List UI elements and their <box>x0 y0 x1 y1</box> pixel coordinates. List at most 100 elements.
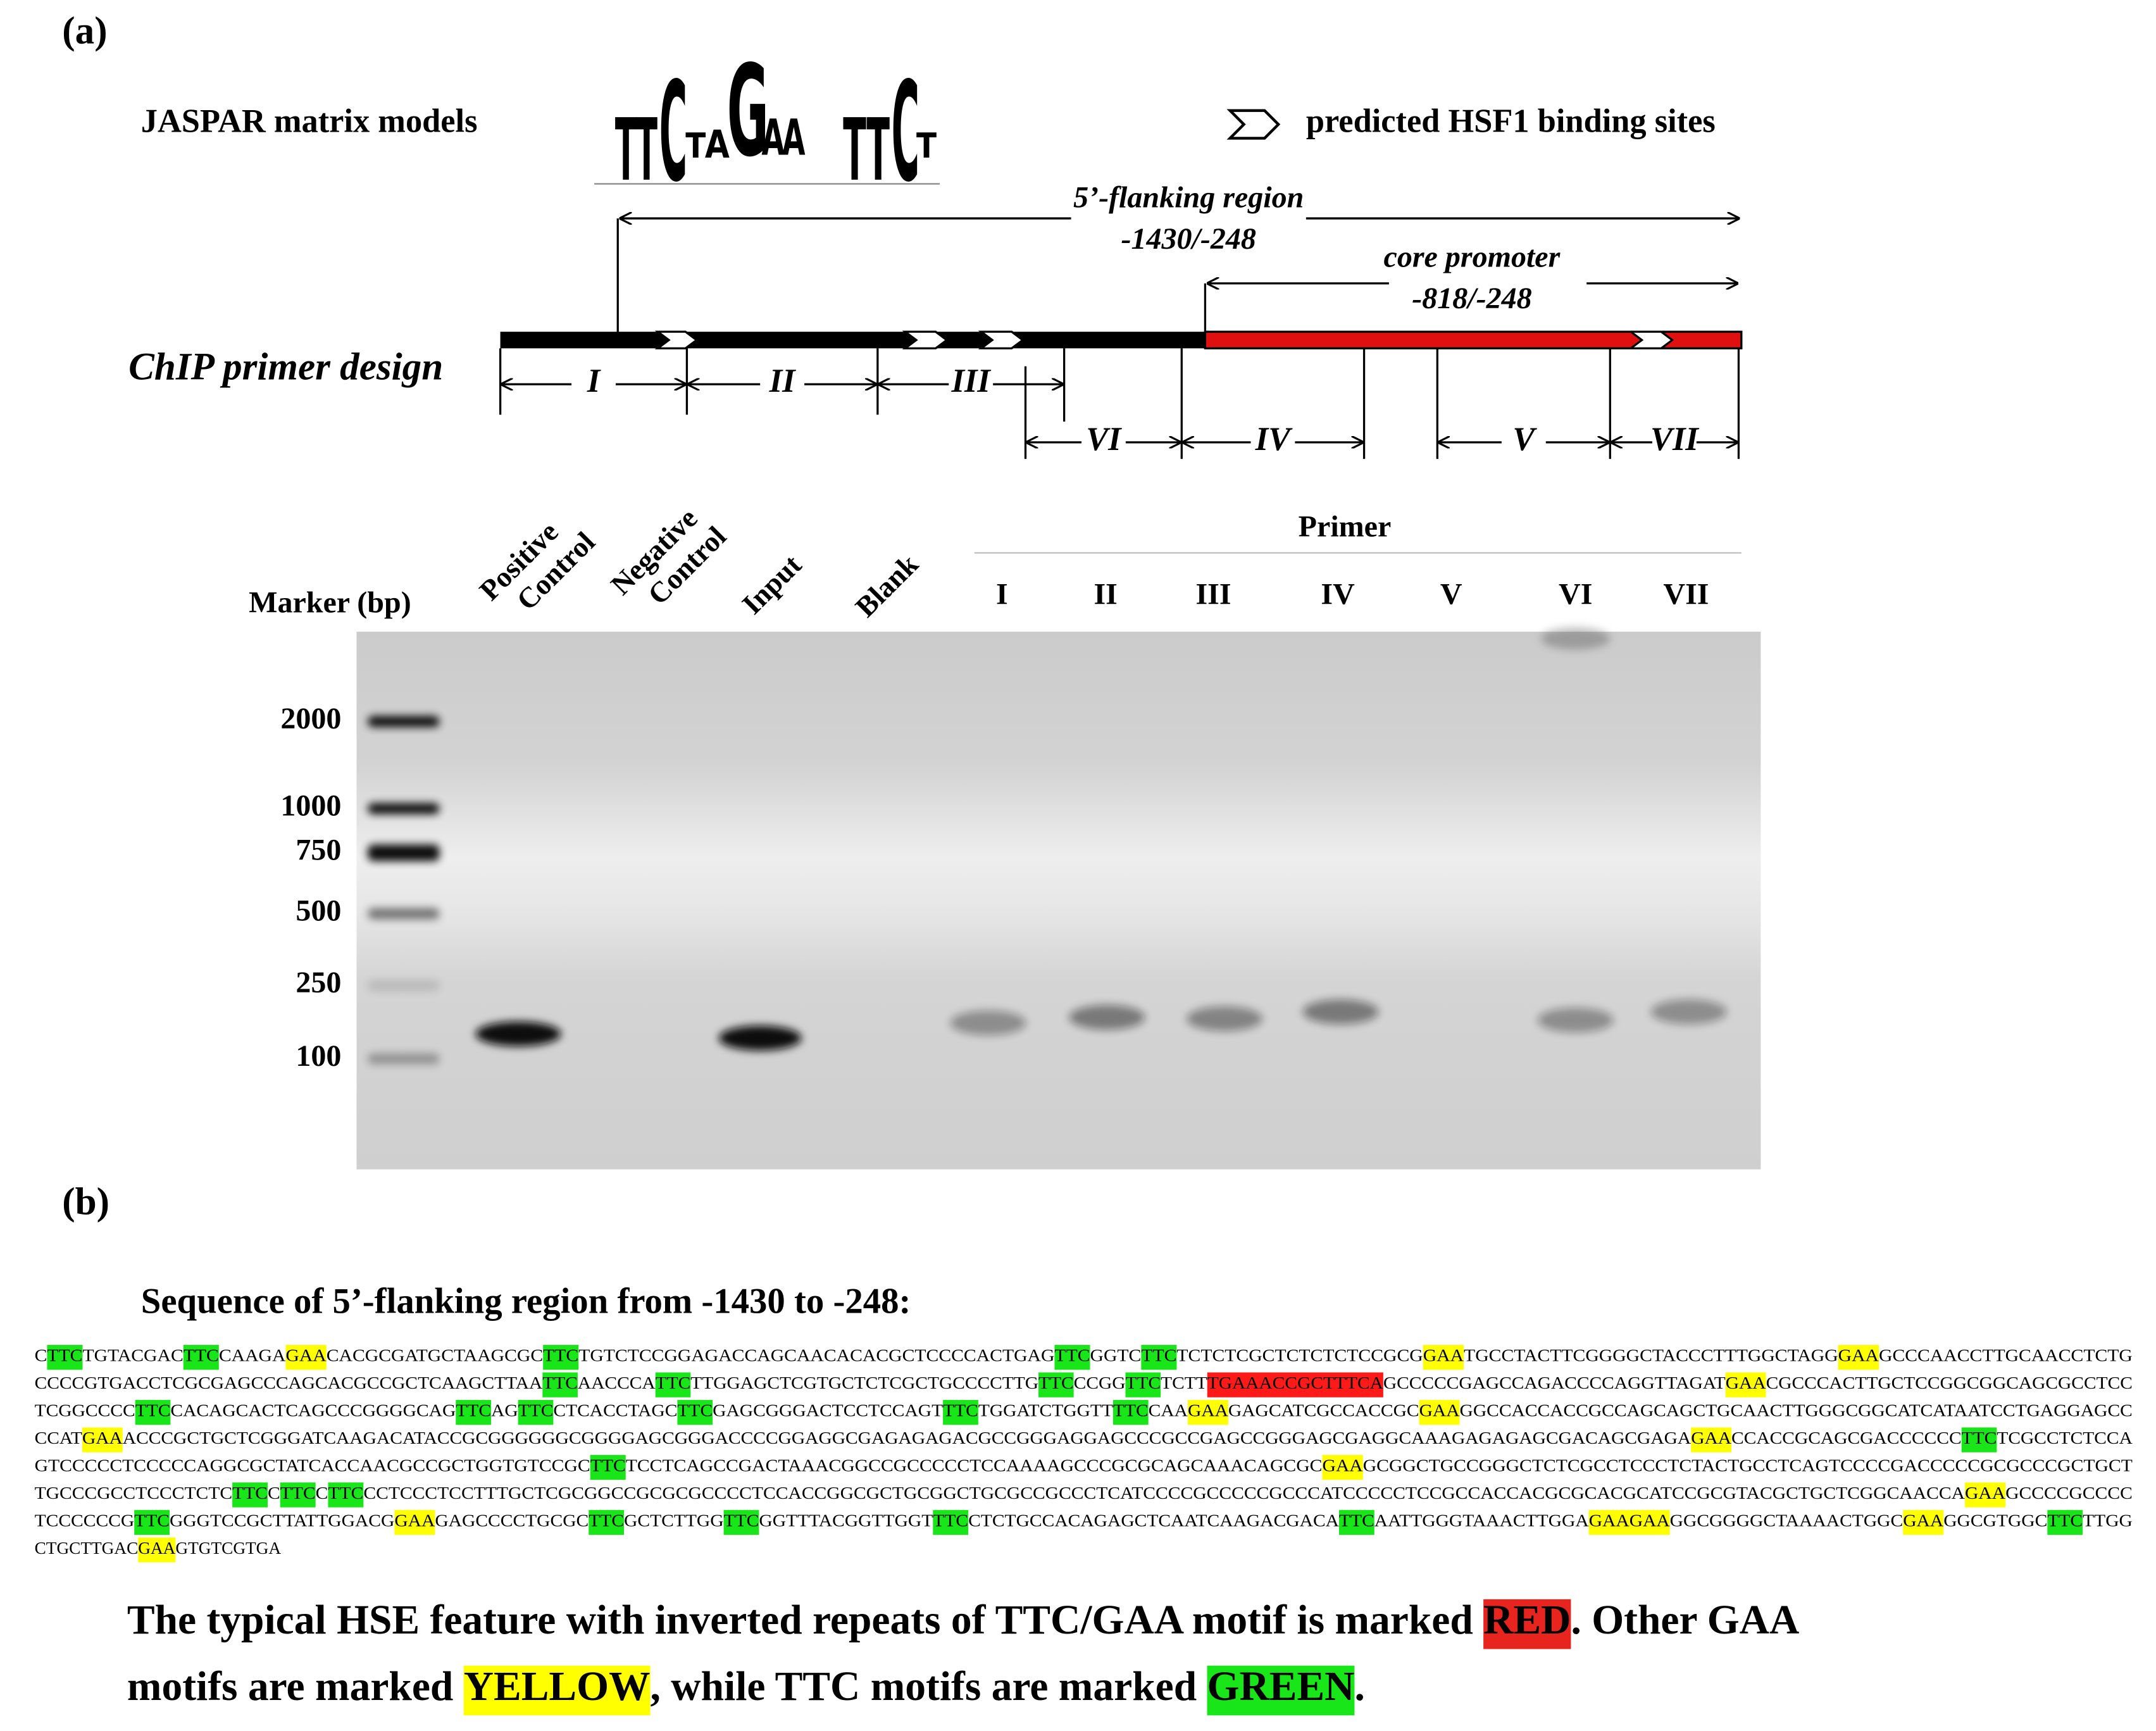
binding-site-icon <box>1226 109 1281 140</box>
region-range: -1430/-248 <box>1121 222 1256 256</box>
text-segment: TTC <box>1113 1401 1149 1420</box>
text-segment: C <box>316 1484 328 1503</box>
motif-highlight <box>183 1345 219 1370</box>
marker-size-label: 750 <box>296 834 341 867</box>
binding-site <box>654 330 699 350</box>
gel-band <box>950 1010 1026 1035</box>
motif-highlight <box>1207 1372 1383 1397</box>
text-segment: GCCCAACCTTGCAACCTCTG <box>1879 1346 2133 1365</box>
text-segment: GREEN <box>1207 1664 1355 1709</box>
ladder-band <box>367 716 440 727</box>
text-segment: TTC <box>184 1346 219 1365</box>
caption-line: The typical HSE feature with inverted re… <box>127 1597 1799 1643</box>
sequence-line: TCCCCCCG TTC GGGTCCGCTTATTGGACG GAA GAGCCCCT… <box>35 1511 2133 1530</box>
text-segment: GAA <box>1188 1401 1228 1420</box>
lane-label: VI <box>1559 578 1592 611</box>
motif-highlight <box>394 1509 435 1535</box>
sequence-heading: Sequence of 5’-flanking region from -143… <box>141 1282 911 1322</box>
text-segment: TTC <box>518 1401 554 1420</box>
marker-size-label: 100 <box>296 1039 341 1073</box>
logo-letter: T <box>866 101 890 201</box>
motif-highlight <box>1725 1372 1766 1397</box>
text-segment: CTCTGCCACAGAGCTCAATCAAGACGACA <box>968 1511 1339 1530</box>
motif-highlight <box>285 1345 327 1370</box>
text-segment: TCTCTCGCTCTCTCTCCGCG <box>1176 1346 1423 1365</box>
motif-highlight <box>1038 1372 1074 1397</box>
marker-size-label: 250 <box>296 966 341 999</box>
sequence-line: C TTC TGTACGAC TTC CAAGA GAA CACGCGATGCTAAGCGC… <box>35 1346 2133 1365</box>
text-segment: TTC <box>1339 1511 1374 1530</box>
motif-highlight <box>134 1509 170 1535</box>
sequence-line: CTGCTTGACGAAGTGTCGTGA <box>35 1539 282 1558</box>
logo-letter: T <box>916 126 937 166</box>
motif-highlight <box>280 1482 316 1508</box>
lane-header: PositiveControl <box>473 502 601 630</box>
primer-label: V <box>1512 421 1537 458</box>
sequence-line: CCAT GAA ACCCGCTGCTCGGGATCAAGACATACCGCGGGG… <box>35 1428 2133 1447</box>
text-segment: TCGGCCCC <box>35 1401 135 1420</box>
text-segment: TTC <box>933 1511 968 1530</box>
text-segment: TGCCTACTTCGGGGCTACCCTTTGGCTAGG <box>1464 1346 1838 1365</box>
ladder-band <box>367 803 440 815</box>
lane-label: I <box>996 578 1008 611</box>
text-segment: GAA <box>1903 1511 1943 1530</box>
legend-text: JASPAR matrix models <box>141 103 478 140</box>
text-segment: TTC <box>135 1401 171 1420</box>
text-segment: TTC <box>232 1484 268 1503</box>
motif-highlight <box>589 1509 625 1535</box>
motif-highlight <box>138 1537 176 1563</box>
logo-letter: T <box>615 101 637 201</box>
text-segment: , while TTC motifs are marked <box>651 1664 1207 1709</box>
motif-highlight <box>723 1509 759 1535</box>
gel-band <box>1650 999 1727 1025</box>
logo-letter: C <box>892 52 919 212</box>
text-segment: TTC <box>47 1346 82 1365</box>
logo-letter: A <box>705 123 730 168</box>
text-segment: GGCCACCACCGCCAGCAGCTGCAACTTGGGCGGCATCATA… <box>1460 1401 2133 1420</box>
logo-letter: T <box>685 126 706 166</box>
text-segment: GCCCCGCCCC <box>2005 1484 2133 1503</box>
motif-highlight <box>933 1509 969 1535</box>
flanking-bar <box>500 332 1206 349</box>
logo-letter: C <box>659 52 687 212</box>
motif-highlight <box>1961 1427 1997 1453</box>
binding-site <box>1628 330 1674 350</box>
text-segment: . Other GAA <box>1571 1597 1799 1643</box>
text-segment: CGCCCACTTGCTCCGGCGGCAGCGCCTCC <box>1766 1373 2133 1392</box>
text-segment: CACAGCACTCAGCCCGGGGCAG <box>170 1401 456 1420</box>
motif-highlight <box>135 1399 171 1425</box>
motif-highlight <box>1322 1454 1363 1480</box>
motif-highlight <box>2047 1509 2083 1535</box>
text-segment: YELLOW <box>464 1664 651 1709</box>
text-segment: TTC <box>1141 1346 1176 1365</box>
gel-band <box>718 1025 802 1051</box>
text-segment: GAA <box>1423 1346 1464 1365</box>
text-segment: GAA <box>1691 1428 1731 1447</box>
text-segment: GAA <box>285 1346 327 1365</box>
text-segment: GGGTCCGCTTATTGGACG <box>170 1511 394 1530</box>
text-segment: GAAGAA <box>1589 1511 1670 1530</box>
lane-header: Input <box>735 548 807 620</box>
motif-highlight <box>1691 1427 1732 1453</box>
text-segment: CTCACCTAGC <box>553 1401 677 1420</box>
text-segment: TTC <box>656 1373 691 1392</box>
motif-highlight <box>1588 1509 1670 1535</box>
motif-highlight <box>1338 1509 1374 1535</box>
text-segment: C <box>268 1484 280 1503</box>
text-segment: CCTCCCTCCTTTGCTCGCGGCCGCGCGCCCCTCCACCGGC… <box>363 1484 1965 1503</box>
motif-highlight <box>463 1665 651 1716</box>
text-segment: GAA <box>1322 1456 1363 1475</box>
text-segment: GAA <box>1965 1484 2005 1503</box>
motif-highlight <box>1187 1399 1228 1425</box>
motif-highlight <box>677 1399 713 1425</box>
binding-site <box>978 330 1025 350</box>
text-segment: CCACCGCAGCGACCCCCC <box>1731 1428 1962 1447</box>
motif-highlight <box>1965 1482 2006 1508</box>
motif-highlight <box>1141 1345 1177 1370</box>
motif-highlight <box>1125 1372 1161 1397</box>
text-segment: CTGCTTGAC <box>35 1539 139 1558</box>
motif-highlight <box>655 1372 691 1397</box>
text-segment: CAAGA <box>219 1346 286 1365</box>
text-segment: TTC <box>542 1373 578 1392</box>
text-segment: TGTACGAC <box>82 1346 183 1365</box>
